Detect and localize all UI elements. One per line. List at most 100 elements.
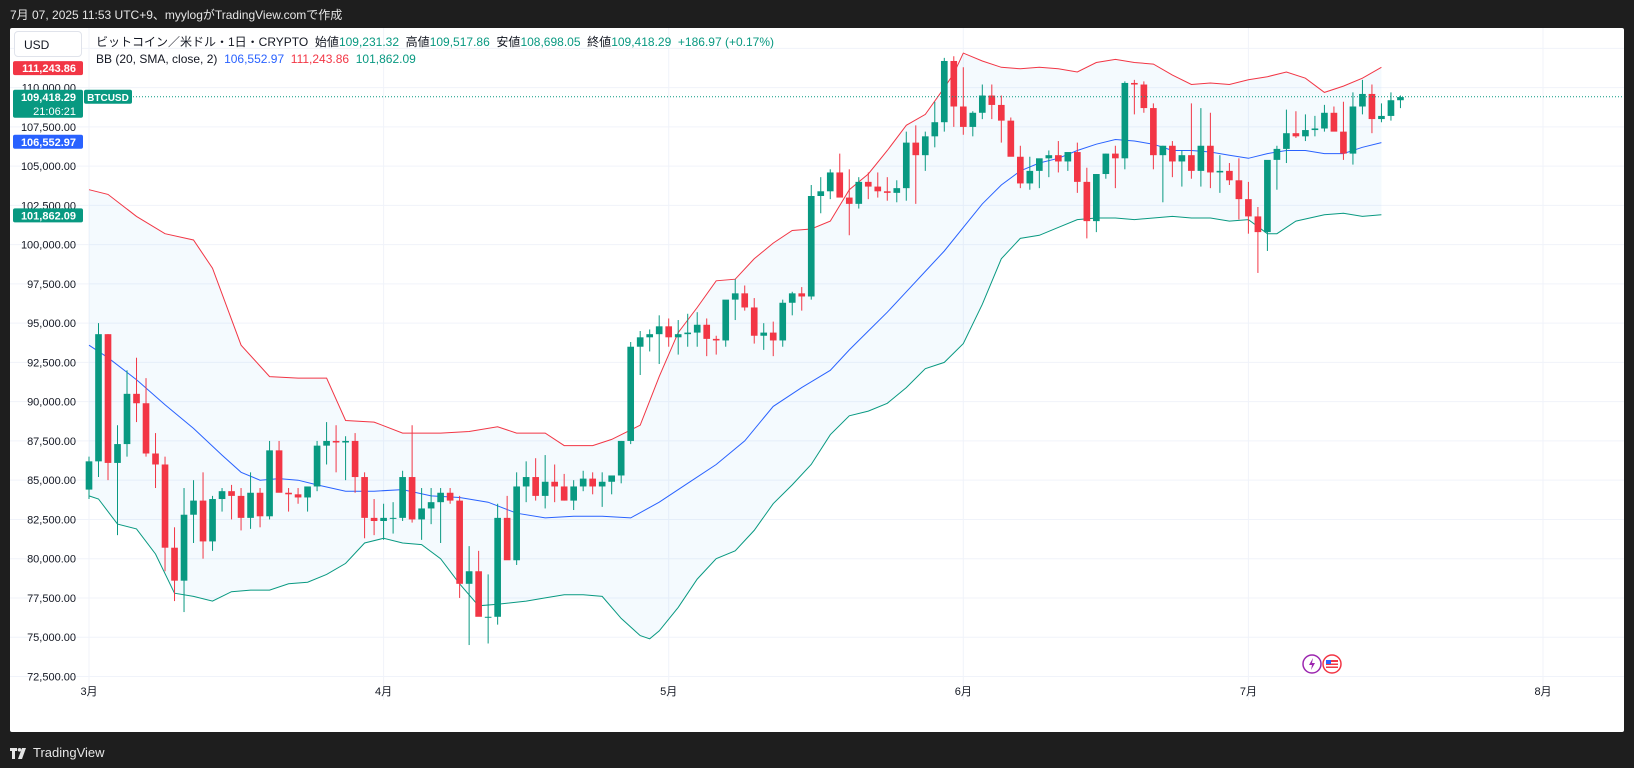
candle-body (1026, 170, 1034, 184)
candle-body (123, 393, 131, 445)
lightning-icon[interactable] (1302, 654, 1322, 674)
candle-body (361, 477, 368, 518)
high-label: 高値 (405, 35, 430, 49)
candle-body (1311, 128, 1319, 131)
tradingview-logo[interactable]: TradingView (10, 738, 105, 768)
candle-body (1178, 155, 1186, 162)
candle-body (1292, 133, 1300, 137)
footer-brand: TradingView (33, 745, 105, 760)
chart-legend: ビットコイン／米ドル・1日・CRYPTO 始値109,231.32 高値109,… (96, 34, 774, 68)
candle-body (1197, 145, 1205, 171)
candle-body (1321, 112, 1328, 129)
candle-body (1188, 155, 1195, 171)
candle-body (1226, 170, 1233, 181)
us-flag-icon-white2 (1326, 665, 1338, 667)
candle-body (722, 299, 730, 341)
x-tick-label: 3月 (80, 686, 97, 698)
candle-body (1264, 159, 1271, 233)
lower-price-tag-bg (13, 208, 83, 223)
bb-upper-value: 111,243.86 (290, 52, 350, 66)
candle-body (988, 95, 996, 105)
candle-body (636, 337, 644, 347)
low-value: 108,698.05 (520, 35, 581, 49)
candle-body (959, 106, 967, 127)
candle-body (1016, 156, 1024, 184)
candle-body (788, 293, 796, 303)
candle-body (817, 191, 825, 196)
candle-body (494, 517, 501, 617)
y-tick-label: 95,000.00 (27, 318, 76, 330)
candle-body (351, 440, 359, 478)
candle-body (180, 514, 188, 581)
candle-body (579, 478, 587, 487)
candle-body (228, 491, 235, 496)
candle-body (190, 500, 197, 515)
us-flag-icon-stripes (1326, 660, 1338, 668)
price-chart[interactable]: 72,500.00 75,000.00 77,500.00 80,000.00 82,5… (10, 28, 1624, 732)
lower-price-tag-text: 101,862.09 (21, 210, 76, 222)
candle-body (1245, 199, 1252, 217)
tradingview-logo-icon (10, 747, 26, 759)
candle-body (456, 500, 463, 584)
candle-body (142, 403, 150, 454)
candlesticks (85, 56, 1404, 646)
candle-body (266, 450, 273, 517)
candle-body (826, 172, 834, 192)
candle-body (171, 547, 178, 581)
candle-body (902, 142, 910, 189)
candle-body (551, 481, 558, 487)
candle-body (104, 334, 112, 463)
candle-body (1140, 84, 1148, 109)
candle-body (1387, 100, 1395, 116)
lightning-icon-bolt (1309, 658, 1315, 670)
upper-price-tag-text: 111,243.86 (22, 63, 76, 75)
candle-body (912, 142, 920, 156)
x-tick-label: 6月 (955, 686, 972, 698)
candle-body (161, 464, 169, 548)
event-icons (1302, 654, 1342, 674)
candle-body (950, 60, 958, 107)
open-value: 109,231.32 (338, 35, 399, 49)
candle-body (712, 338, 720, 341)
candle-body (617, 440, 625, 476)
currency-selector[interactable]: USD (14, 31, 82, 57)
candle-body (237, 495, 245, 518)
bb-basis-value: 106,552.97 (224, 52, 285, 66)
candle-body (323, 440, 330, 446)
candle-body (589, 478, 596, 487)
us-flag-icon[interactable] (1322, 654, 1342, 674)
us-flag-icon-canton (1326, 660, 1331, 664)
chart-frame[interactable]: 72,500.00 75,000.00 77,500.00 80,000.00 82,5… (10, 28, 1624, 732)
candle-body (969, 112, 977, 127)
candle-body (465, 571, 473, 584)
bb-label[interactable]: BB (20, SMA, close, 2) (96, 52, 218, 66)
candle-body (437, 492, 444, 503)
candle-body (693, 324, 701, 333)
candle-body (503, 517, 511, 561)
candle-body (475, 571, 482, 617)
candle-body (570, 486, 577, 501)
candle-body (1349, 106, 1357, 154)
candle-body (608, 475, 616, 482)
symbol-name[interactable]: ビットコイン／米ドル・1日・CRYPTO (96, 35, 309, 49)
y-tick-label: 92,500.00 (27, 357, 76, 369)
candle-body (209, 499, 216, 542)
candle-body (931, 122, 939, 137)
candle-body (1045, 155, 1053, 159)
candle-body (408, 477, 416, 520)
candle-body (532, 477, 539, 496)
last-price-tag-text: 109,418.29 (21, 92, 76, 104)
candle-body (1083, 181, 1091, 222)
candle-body (1131, 82, 1138, 85)
candle-body (807, 196, 815, 297)
basis-price-tag-bg (13, 134, 83, 149)
candle-body (779, 302, 787, 341)
candle-body (731, 293, 739, 300)
x-tick-label: 4月 (375, 686, 392, 698)
candle-body (1302, 130, 1309, 137)
candle-body (1254, 216, 1262, 233)
candle-body (921, 136, 929, 156)
us-flag-icon-white1 (1326, 662, 1338, 664)
symbol-line: ビットコイン／米ドル・1日・CRYPTO 始値109,231.32 高値109,… (96, 34, 774, 51)
y-tick-label: 97,500.00 (27, 279, 76, 291)
